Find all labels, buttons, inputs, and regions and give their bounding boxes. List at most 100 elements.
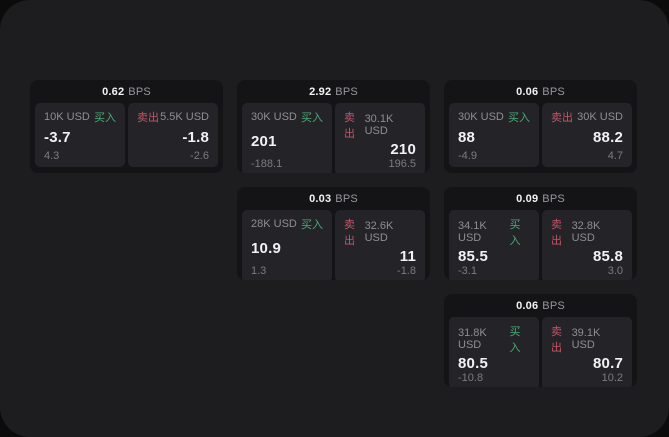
buy-delta: -3.1	[458, 265, 477, 277]
sell-notional: 5.5K USD	[160, 111, 209, 123]
bps-spread-value: 0.62	[102, 85, 125, 98]
sell-panel-top: 卖出 32.8K USD	[551, 216, 623, 248]
quote-card: 0.06 BPS 30K USD 买入 88 -4.9 卖出 30K USD 8…	[444, 80, 637, 173]
bps-unit-label: BPS	[335, 192, 358, 205]
buy-panel-top: 31.8K USD 买入	[458, 323, 530, 355]
buy-price: 80.5	[458, 355, 488, 372]
card-body: 30K USD 买入 88 -4.9 卖出 30K USD 88.2 4.7	[444, 103, 637, 173]
bps-unit-label: BPS	[335, 85, 358, 98]
buy-delta: -188.1	[251, 158, 283, 170]
card-body: 31.8K USD 买入 80.5 -10.8 卖出 39.1K USD 80.…	[444, 317, 637, 387]
card-body: 28K USD 买入 10.9 1.3 卖出 32.6K USD 11 -1.8	[237, 210, 430, 280]
sell-price: -1.8	[182, 129, 209, 146]
buy-panel-top: 34.1K USD 买入	[458, 216, 530, 248]
card-header: 2.92 BPS	[237, 80, 430, 103]
sell-quote-panel[interactable]: 卖出 39.1K USD 80.7 10.2	[542, 317, 632, 387]
sell-side-label: 卖出	[344, 112, 355, 140]
sell-delta: -2.6	[190, 150, 209, 162]
buy-panel-top: 10K USD 买入	[44, 109, 116, 125]
buy-price: 85.5	[458, 248, 488, 265]
bps-spread-value: 0.06	[516, 299, 539, 312]
buy-delta: -4.9	[458, 150, 477, 162]
sell-price: 11	[399, 248, 416, 265]
sell-notional: 32.8K USD	[571, 220, 601, 244]
buy-price: -3.7	[44, 129, 71, 146]
card-header: 0.09 BPS	[444, 187, 637, 210]
buy-panel-top: 30K USD 买入	[251, 109, 323, 125]
buy-price: 201	[251, 133, 277, 150]
card-header: 0.03 BPS	[237, 187, 430, 210]
quote-card: 0.06 BPS 31.8K USD 买入 80.5 -10.8 卖出 39.1…	[444, 294, 637, 387]
bps-spread-value: 0.09	[516, 192, 539, 205]
bps-unit-label: BPS	[542, 299, 565, 312]
buy-notional: 34.1K USD	[458, 220, 487, 244]
sell-price: 88.2	[593, 129, 623, 146]
sell-panel-top: 卖出 39.1K USD	[551, 323, 623, 355]
buy-delta: 4.3	[44, 150, 60, 162]
card-body: 10K USD 买入 -3.7 4.3 卖出 5.5K USD -1.8 -2.…	[30, 103, 223, 173]
sell-quote-panel[interactable]: 卖出 32.8K USD 85.8 3.0	[542, 210, 632, 280]
sell-notional: 30.1K USD	[364, 113, 394, 137]
buy-price: 10.9	[251, 240, 281, 257]
card-body: 30K USD 买入 201 -188.1 卖出 30.1K USD 210 1…	[237, 103, 430, 173]
sell-panel-top: 卖出 30K USD	[551, 109, 623, 125]
buy-notional: 30K USD	[458, 111, 504, 123]
buy-delta: -10.8	[458, 372, 484, 384]
buy-quote-panel[interactable]: 30K USD 买入 201 -188.1	[242, 103, 332, 173]
sell-delta: -1.8	[397, 265, 416, 277]
card-header: 0.06 BPS	[444, 80, 637, 103]
sell-quote-panel[interactable]: 卖出 32.6K USD 11 -1.8	[335, 210, 425, 280]
buy-quote-panel[interactable]: 28K USD 买入 10.9 1.3	[242, 210, 332, 280]
sell-side-label: 卖出	[344, 219, 355, 247]
buy-quote-panel[interactable]: 10K USD 买入 -3.7 4.3	[35, 103, 125, 167]
buy-panel-top: 28K USD 买入	[251, 216, 323, 232]
card-body: 34.1K USD 买入 85.5 -3.1 卖出 32.8K USD 85.8…	[444, 210, 637, 280]
sell-price: 85.8	[593, 248, 623, 265]
card-header: 0.62 BPS	[30, 80, 223, 103]
buy-panel-top: 30K USD 买入	[458, 109, 530, 125]
sell-price: 210	[390, 141, 416, 158]
buy-quote-panel[interactable]: 34.1K USD 买入 85.5 -3.1	[449, 210, 539, 280]
buy-quote-panel[interactable]: 31.8K USD 买入 80.5 -10.8	[449, 317, 539, 387]
sell-quote-panel[interactable]: 卖出 30.1K USD 210 196.5	[335, 103, 425, 173]
quote-card: 0.62 BPS 10K USD 买入 -3.7 4.3 卖出 5.5K USD…	[30, 80, 223, 173]
quote-card: 0.09 BPS 34.1K USD 买入 85.5 -3.1 卖出 32.8K…	[444, 187, 637, 280]
sell-side-label: 卖出	[137, 112, 159, 124]
bps-spread-value: 0.06	[516, 85, 539, 98]
sell-panel-top: 卖出 32.6K USD	[344, 216, 416, 248]
bps-unit-label: BPS	[128, 85, 151, 98]
card-header: 0.06 BPS	[444, 294, 637, 317]
quote-grid: 0.62 BPS 10K USD 买入 -3.7 4.3 卖出 5.5K USD…	[30, 80, 637, 387]
sell-notional: 39.1K USD	[571, 327, 601, 351]
sell-side-label: 卖出	[551, 112, 573, 124]
sell-side-label: 卖出	[551, 326, 562, 354]
sell-panel-top: 卖出 30.1K USD	[344, 109, 416, 141]
buy-price: 88	[458, 129, 476, 146]
buy-notional: 30K USD	[251, 111, 297, 123]
quote-card: 2.92 BPS 30K USD 买入 201 -188.1 卖出 30.1K …	[237, 80, 430, 173]
buy-notional: 28K USD	[251, 218, 297, 230]
sell-delta: 3.0	[607, 265, 623, 277]
sell-delta: 196.5	[388, 158, 416, 170]
bps-unit-label: BPS	[542, 85, 565, 98]
sell-quote-panel[interactable]: 卖出 5.5K USD -1.8 -2.6	[128, 103, 218, 167]
sell-delta: 4.7	[607, 150, 623, 162]
buy-side-label: 买入	[301, 112, 323, 124]
buy-side-label: 买入	[509, 326, 521, 354]
sell-quote-panel[interactable]: 卖出 30K USD 88.2 4.7	[542, 103, 632, 167]
buy-notional: 10K USD	[44, 111, 90, 123]
sell-notional: 30K USD	[577, 111, 623, 123]
buy-notional: 31.8K USD	[458, 327, 487, 351]
buy-side-label: 买入	[301, 219, 323, 231]
sell-side-label: 卖出	[551, 219, 562, 247]
buy-side-label: 买入	[509, 219, 521, 247]
sell-panel-top: 卖出 5.5K USD	[137, 109, 209, 125]
buy-quote-panel[interactable]: 30K USD 买入 88 -4.9	[449, 103, 539, 167]
bps-spread-value: 0.03	[309, 192, 332, 205]
bps-spread-value: 2.92	[309, 85, 332, 98]
buy-delta: 1.3	[251, 265, 267, 277]
sell-price: 80.7	[593, 355, 623, 372]
bps-unit-label: BPS	[542, 192, 565, 205]
quote-card: 0.03 BPS 28K USD 买入 10.9 1.3 卖出 32.6K US…	[237, 187, 430, 280]
